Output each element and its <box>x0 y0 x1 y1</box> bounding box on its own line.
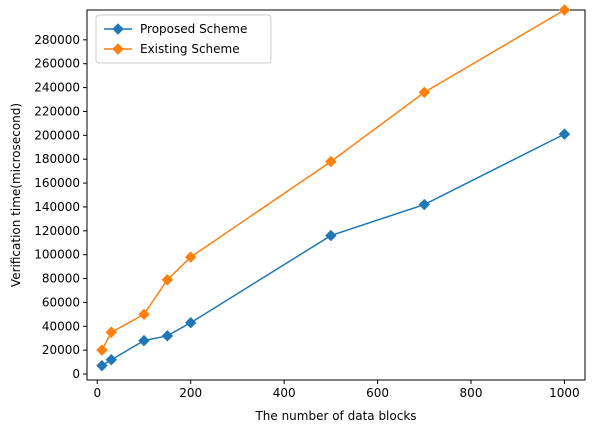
data-point <box>325 229 337 242</box>
legend-label: Existing Scheme <box>140 42 240 56</box>
x-tick-label: 200 <box>179 386 202 400</box>
data-point <box>105 326 118 338</box>
series-line <box>101 133 565 367</box>
x-axis-label: The number of data blocks <box>254 409 416 423</box>
legend-label: Proposed Scheme <box>140 22 247 36</box>
data-point <box>161 274 174 286</box>
data-point <box>96 344 108 356</box>
y-tick-label: 240000 <box>34 81 80 95</box>
legend-marker <box>112 43 124 55</box>
legend-marker <box>112 23 124 35</box>
x-tick-label: 400 <box>273 386 296 400</box>
y-tick-label: 160000 <box>34 176 80 190</box>
x-tick-label: 0 <box>93 386 101 400</box>
legend-item: Proposed Scheme <box>104 22 247 36</box>
x-tick-label: 1000 <box>549 386 580 400</box>
data-point <box>325 155 337 168</box>
series-line <box>101 9 565 351</box>
y-tick-label: 280000 <box>34 33 80 47</box>
y-tick-label: 180000 <box>34 152 80 166</box>
y-tick-label: 120000 <box>34 224 80 238</box>
data-point <box>105 354 118 366</box>
plot-area-frame <box>86 9 586 381</box>
y-axis-label: Verification time(microsecond) <box>9 103 23 287</box>
data-point <box>138 334 150 347</box>
x-tick-label: 800 <box>460 386 483 400</box>
y-tick-label: 140000 <box>34 200 80 214</box>
data-point <box>558 128 571 140</box>
legend-item: Existing Scheme <box>104 42 240 56</box>
x-tick-label: 600 <box>366 386 389 400</box>
data-point <box>558 4 571 16</box>
series-layer <box>96 4 571 372</box>
y-tick-label: 20000 <box>42 343 80 357</box>
data-point <box>138 308 150 321</box>
y-tick-label: 200000 <box>34 128 80 142</box>
y-tick-label: 220000 <box>34 104 80 118</box>
legend-box <box>95 14 272 64</box>
x-axis-ticks: 0 200 400 600 800 1000 <box>93 380 580 400</box>
data-point <box>418 198 431 211</box>
y-tick-label: 100000 <box>34 248 80 262</box>
series-proposed-scheme <box>96 128 571 372</box>
data-point <box>185 317 197 329</box>
y-tick-label: 260000 <box>34 57 80 71</box>
y-tick-label: 60000 <box>42 295 80 309</box>
y-tick-label: 40000 <box>42 319 80 333</box>
legend: Proposed Scheme Existing Scheme <box>95 14 272 64</box>
series-existing-scheme <box>96 4 571 356</box>
data-point <box>161 330 174 342</box>
data-point <box>185 251 197 263</box>
data-point <box>96 359 108 372</box>
y-axis-ticks: 0 20000 40000 60000 80000 100000 120000 140000 1… <box>34 33 87 381</box>
data-point <box>418 86 431 99</box>
y-tick-label: 80000 <box>42 272 80 286</box>
y-tick-label: 0 <box>72 367 80 381</box>
